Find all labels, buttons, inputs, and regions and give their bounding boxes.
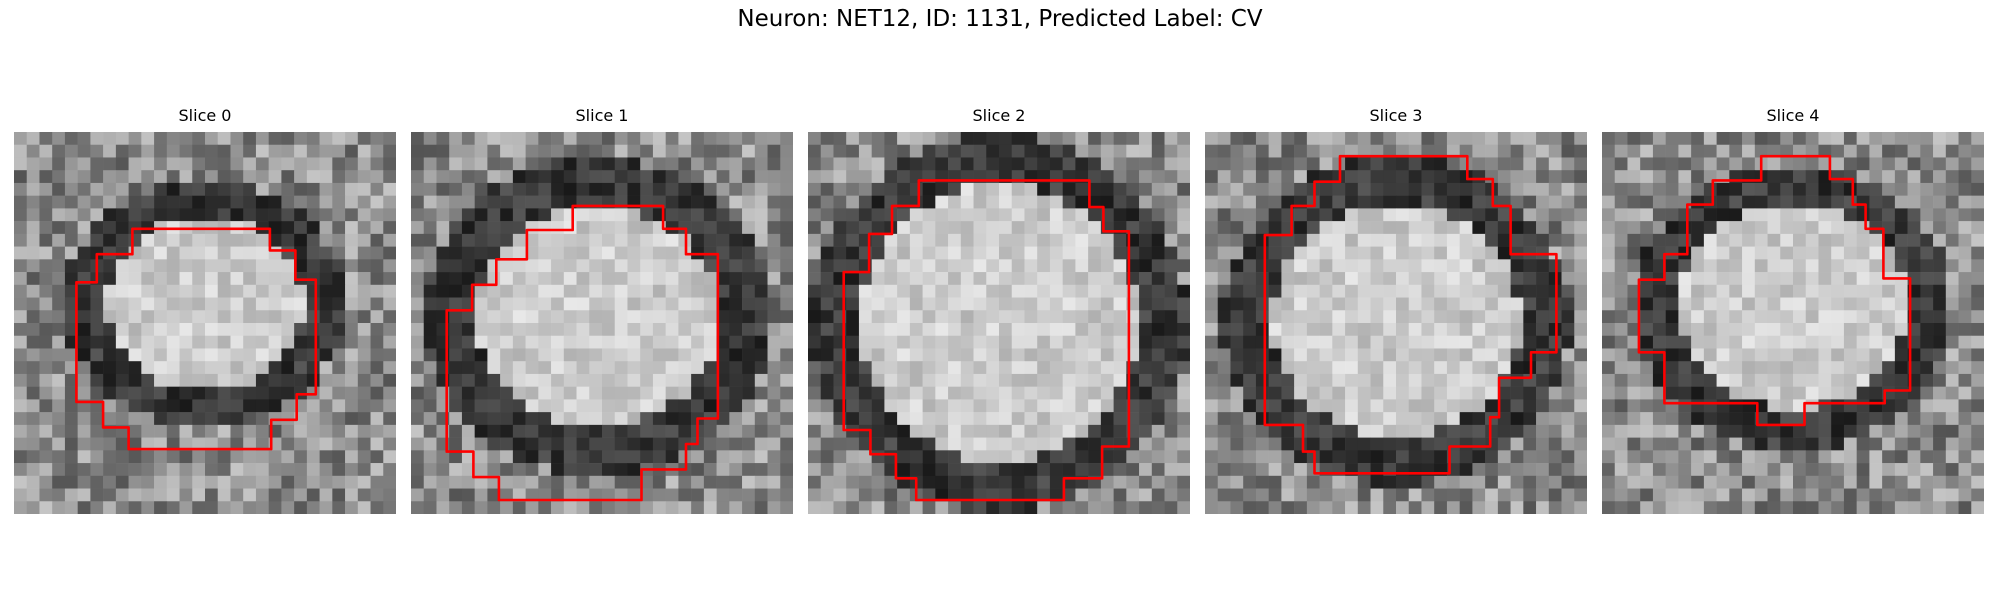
slice-panel-2: Slice 2 xyxy=(808,105,1190,514)
slice-title-3: Slice 3 xyxy=(1369,106,1423,125)
figure-title: Neuron: NET12, ID: 1131, Predicted Label… xyxy=(737,6,1263,32)
slice-title-4: Slice 4 xyxy=(1766,106,1820,125)
slice-image-1 xyxy=(411,132,793,514)
segmentation-contour-2 xyxy=(842,179,1131,502)
slice-panel-3: Slice 3 xyxy=(1205,105,1587,514)
slice-title-1: Slice 1 xyxy=(575,106,629,125)
segmentation-contour-0 xyxy=(75,227,318,451)
slice-title-0: Slice 0 xyxy=(178,106,232,125)
slice-panel-0: Slice 0 xyxy=(14,105,396,514)
slice-image-3 xyxy=(1205,132,1587,514)
segmentation-contour-3 xyxy=(1263,154,1558,475)
slice-image-0 xyxy=(14,132,396,514)
slice-panel-1: Slice 1 xyxy=(411,105,793,514)
slice-panel-4: Slice 4 xyxy=(1602,105,1984,514)
slice-image-4 xyxy=(1602,132,1984,514)
slice-image-2 xyxy=(808,132,1190,514)
slice-title-2: Slice 2 xyxy=(972,106,1026,125)
segmentation-contour-1 xyxy=(445,204,720,502)
segmentation-contour-4 xyxy=(1637,154,1912,427)
